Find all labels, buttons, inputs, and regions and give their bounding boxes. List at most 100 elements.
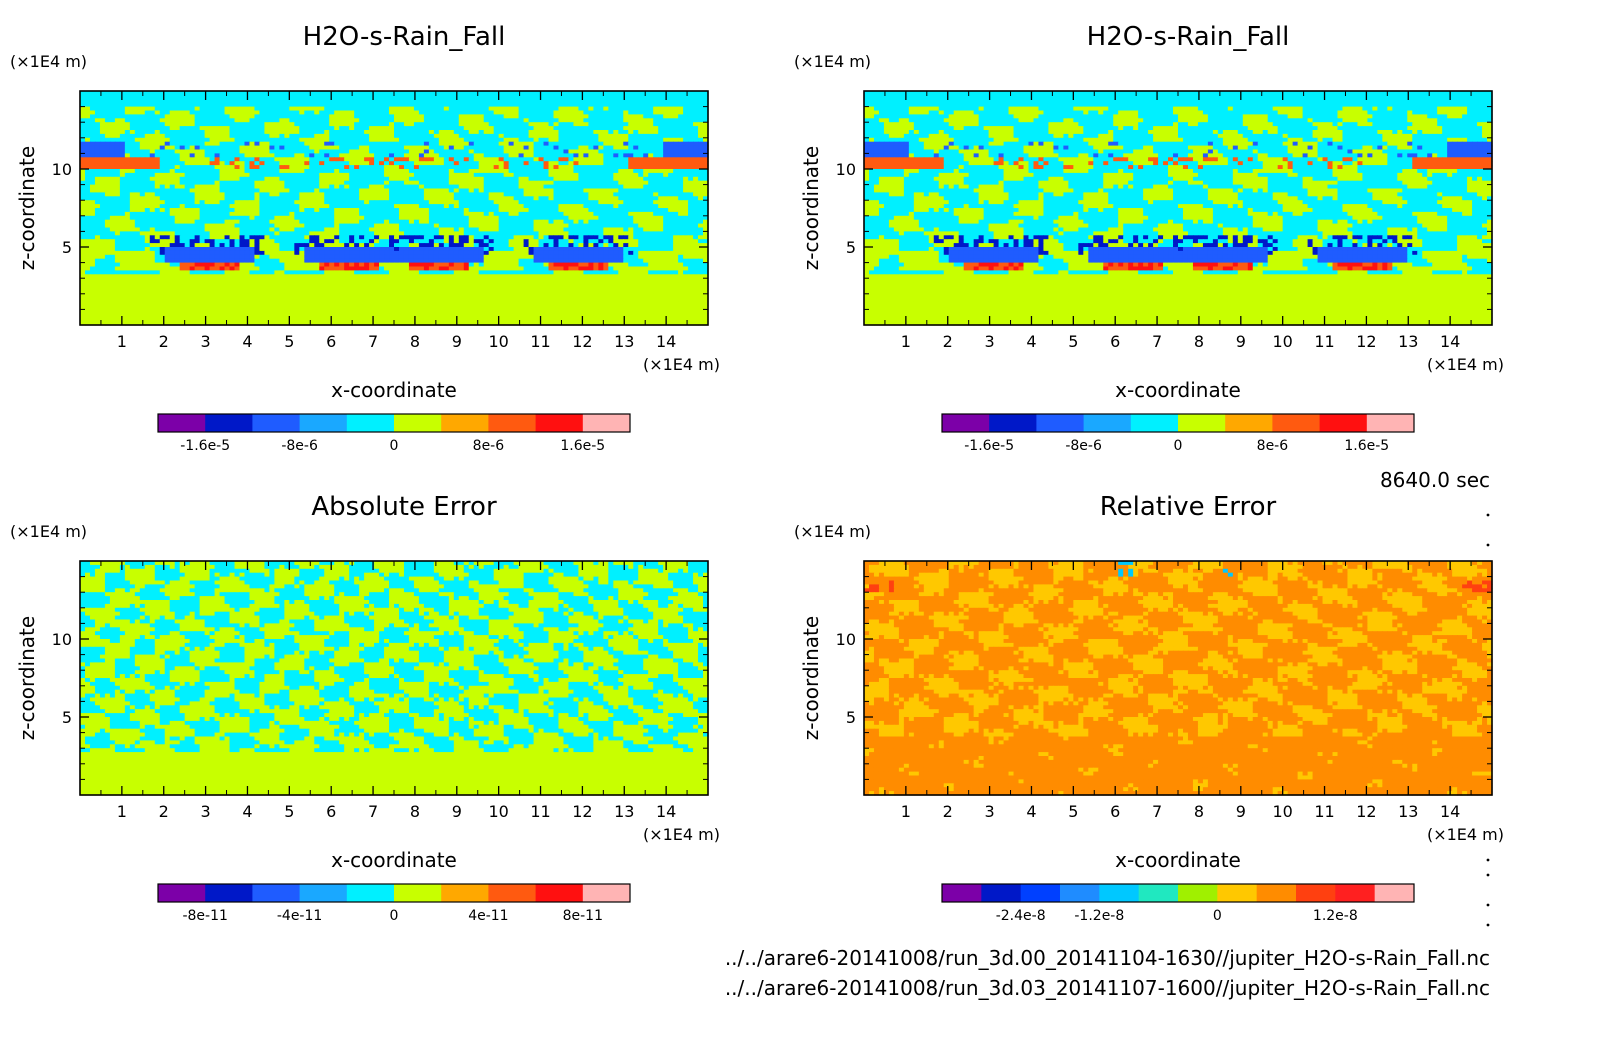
heatmap-cell [618, 192, 624, 197]
heatmap-cell [549, 114, 555, 119]
heatmap-cell [588, 103, 594, 108]
heatmap-cell [284, 107, 290, 112]
heatmap-cell [688, 126, 694, 131]
heatmap-cell [95, 146, 101, 151]
heatmap-cell [663, 212, 669, 217]
heatmap-cell [155, 185, 161, 190]
heatmap-cell [479, 138, 485, 143]
heatmap-cell [150, 99, 156, 104]
heatmap-cell [464, 103, 470, 108]
heatmap-cell [254, 208, 260, 213]
heatmap-cell [464, 208, 470, 213]
heatmap-cell [638, 208, 644, 213]
heatmap-cell [344, 212, 350, 217]
heatmap-cell [190, 181, 196, 186]
heatmap-cell [225, 111, 231, 116]
heatmap-cell [593, 118, 599, 123]
heatmap-cell [140, 99, 146, 104]
heatmap-cell [663, 114, 669, 119]
heatmap-cell [279, 212, 285, 217]
heatmap-cell [519, 189, 525, 194]
heatmap-cell [439, 165, 445, 170]
heatmap-cell [648, 153, 654, 158]
heatmap-cell [374, 138, 380, 143]
heatmap-cell [254, 103, 260, 108]
heatmap-cell [339, 161, 345, 166]
heatmap-cell [299, 118, 305, 123]
heatmap-cell [100, 161, 106, 166]
heatmap-cell [359, 118, 365, 123]
heatmap-cell [349, 153, 355, 158]
heatmap-cell [155, 212, 161, 217]
heatmap-cell [215, 111, 221, 116]
heatmap-cell [459, 122, 465, 127]
heatmap-cell [529, 138, 535, 143]
heatmap-cell [239, 208, 245, 213]
heatmap-cell [544, 150, 550, 155]
heatmap-cell [289, 200, 295, 205]
heatmap-cell [230, 189, 236, 194]
heatmap-cell [389, 118, 395, 123]
heatmap-cell [509, 173, 515, 178]
heatmap-cell [618, 134, 624, 139]
heatmap-cell [678, 126, 684, 131]
heatmap-cell [269, 204, 275, 209]
heatmap-cell [439, 153, 445, 158]
heatmap-cell [494, 185, 500, 190]
heatmap-cell [140, 111, 146, 116]
heatmap-cell [553, 118, 559, 123]
heatmap-cell [429, 173, 435, 178]
heatmap-cell [190, 212, 196, 217]
heatmap-cell [653, 153, 659, 158]
heatmap-cell [529, 130, 535, 135]
heatmap-cell [289, 212, 295, 217]
heatmap-cell [678, 220, 684, 225]
heatmap-cell [494, 150, 500, 155]
heatmap-cell [658, 99, 664, 104]
heatmap-cell [593, 161, 599, 166]
heatmap-cell [474, 204, 480, 209]
heatmap-cell [479, 204, 485, 209]
heatmap-cell [558, 212, 564, 217]
heatmap-cell [514, 134, 520, 139]
heatmap-cell [344, 134, 350, 139]
heatmap-cell [364, 165, 370, 170]
heatmap-cell [259, 122, 265, 127]
heatmap-cell [190, 134, 196, 139]
heatmap-cell [389, 99, 395, 104]
heatmap-cell [593, 204, 599, 209]
heatmap-cell [514, 95, 520, 100]
heatmap-cell [588, 189, 594, 194]
heatmap-cell [200, 118, 206, 123]
heatmap-cell [558, 138, 564, 143]
heatmap-cell [459, 138, 465, 143]
heatmap-cell [110, 161, 116, 166]
heatmap-cell [309, 114, 315, 119]
heatmap-cell [399, 185, 405, 190]
heatmap-cell [165, 181, 171, 186]
heatmap-cell [479, 212, 485, 217]
heatmap-cell [583, 185, 589, 190]
heatmap-cell [424, 165, 430, 170]
heatmap-cell [434, 212, 440, 217]
heatmap-cell [519, 126, 525, 131]
heatmap-cell [618, 185, 624, 190]
heatmap-cell [613, 111, 619, 116]
heatmap-cell [294, 220, 300, 225]
heatmap-cell [444, 216, 450, 221]
heatmap-cell [658, 177, 664, 182]
heatmap-cell [329, 189, 335, 194]
heatmap-cell [244, 153, 250, 158]
heatmap-cell [160, 177, 166, 182]
heatmap-cell [404, 103, 410, 108]
heatmap-cell [155, 181, 161, 186]
heatmap-cell [678, 114, 684, 119]
heatmap-cell [284, 122, 290, 127]
heatmap-cell [583, 216, 589, 221]
heatmap-cell [105, 114, 111, 119]
heatmap-cell [583, 212, 589, 217]
heatmap-cell [269, 200, 275, 205]
heatmap-cell [514, 157, 520, 162]
heatmap-cell [110, 173, 116, 178]
heatmap-cell [434, 95, 440, 100]
